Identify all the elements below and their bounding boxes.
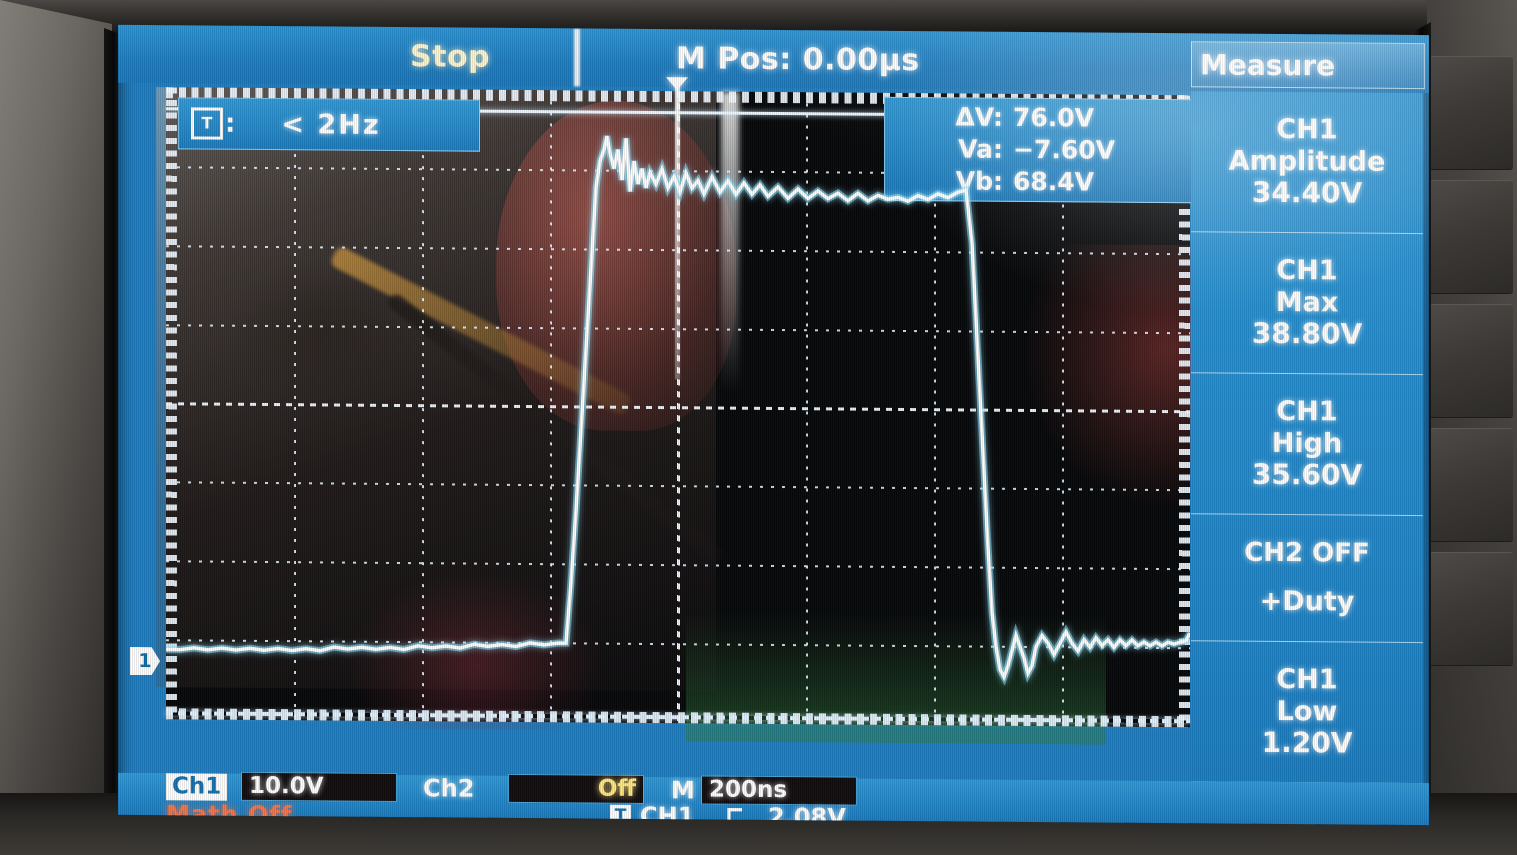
case-left-bezel [0, 0, 112, 855]
menu-title-label: Measure [1200, 48, 1336, 83]
timebase-prefix: M [671, 776, 695, 805]
graticule-plot-area: 1 T : < 2Hz ΔV: 76.0V Va: −7.60V [166, 77, 1226, 745]
measure-slot-5-value: 1.20V [1261, 725, 1353, 760]
measure-slot-2-channel: CH1 [1276, 255, 1338, 287]
measure-slot-1-type: Amplitude [1228, 145, 1386, 178]
measure-slot-1[interactable]: CH1 Amplitude 34.40V [1191, 91, 1423, 235]
ch2-indicator[interactable]: Ch2 [423, 774, 475, 803]
measure-slot-1-value: 34.40V [1251, 175, 1363, 210]
measure-slot-4-channel: CH2 OFF [1244, 537, 1370, 569]
measure-slot-5-channel: CH1 [1276, 664, 1338, 696]
ch2-state[interactable]: Off [508, 773, 644, 805]
measure-slot-4-type: +Duty [1259, 586, 1355, 618]
ch1-volts-per-div[interactable]: 10.0V [241, 771, 397, 803]
horizontal-position-label: M Pos: 0.00μs [676, 41, 920, 79]
measure-slot-4[interactable]: CH2 OFF +Duty [1191, 514, 1423, 644]
ch1-indicator[interactable]: Ch1 [166, 773, 228, 802]
top-status-header: Stop M Pos: 0.00μs Measure [118, 24, 1429, 94]
measure-slot-1-channel: CH1 [1276, 114, 1338, 146]
softkey-button-5[interactable] [1429, 552, 1513, 666]
measure-slot-3[interactable]: CH1 High 35.60V [1191, 373, 1423, 517]
timebase-value[interactable]: 200ns [701, 775, 857, 806]
softkey-button-3[interactable] [1429, 304, 1513, 418]
measure-slot-3-type: High [1271, 427, 1343, 460]
ch1-marker-label: 1 [138, 650, 152, 673]
status-bar-row-secondary: Math Off T CH1 2.08V [118, 799, 1429, 826]
measure-slot-2-type: Max [1275, 286, 1339, 319]
bezel-shadow-left [104, 28, 120, 828]
lcd-screen: Stop M Pos: 0.00μs Measure [118, 24, 1429, 826]
case-right-bezel [1427, 0, 1517, 855]
softkey-button-2[interactable] [1429, 180, 1513, 294]
waveform-trace [166, 135, 1190, 686]
measure-slot-2[interactable]: CH1 Max 38.80V [1191, 232, 1423, 376]
measure-slot-5-type: Low [1276, 695, 1338, 728]
measure-slot-5[interactable]: CH1 Low 1.20V [1191, 641, 1423, 785]
measure-slot-3-value: 35.60V [1251, 457, 1363, 492]
softkey-button-4[interactable] [1429, 428, 1513, 542]
measure-menu-panel: CH1 Amplitude 34.40V CH1 Max 38.80V CH1 … [1191, 91, 1423, 785]
bottom-status-bar: Ch1 10.0V Ch2 Off M 200ns Math Off T CH1… [118, 771, 1429, 826]
trigger-position-marker-icon[interactable] [666, 77, 688, 91]
measure-slot-2-value: 38.80V [1251, 316, 1363, 351]
ch1-ground-marker-icon[interactable]: 1 [130, 647, 160, 675]
rising-edge-icon [720, 808, 742, 826]
softkey-button-1[interactable] [1429, 56, 1513, 170]
run-status-label: Stop [410, 39, 491, 75]
menu-title-box: Measure [1191, 41, 1425, 90]
measure-slot-3-channel: CH1 [1276, 396, 1338, 428]
header-divider [574, 28, 580, 87]
